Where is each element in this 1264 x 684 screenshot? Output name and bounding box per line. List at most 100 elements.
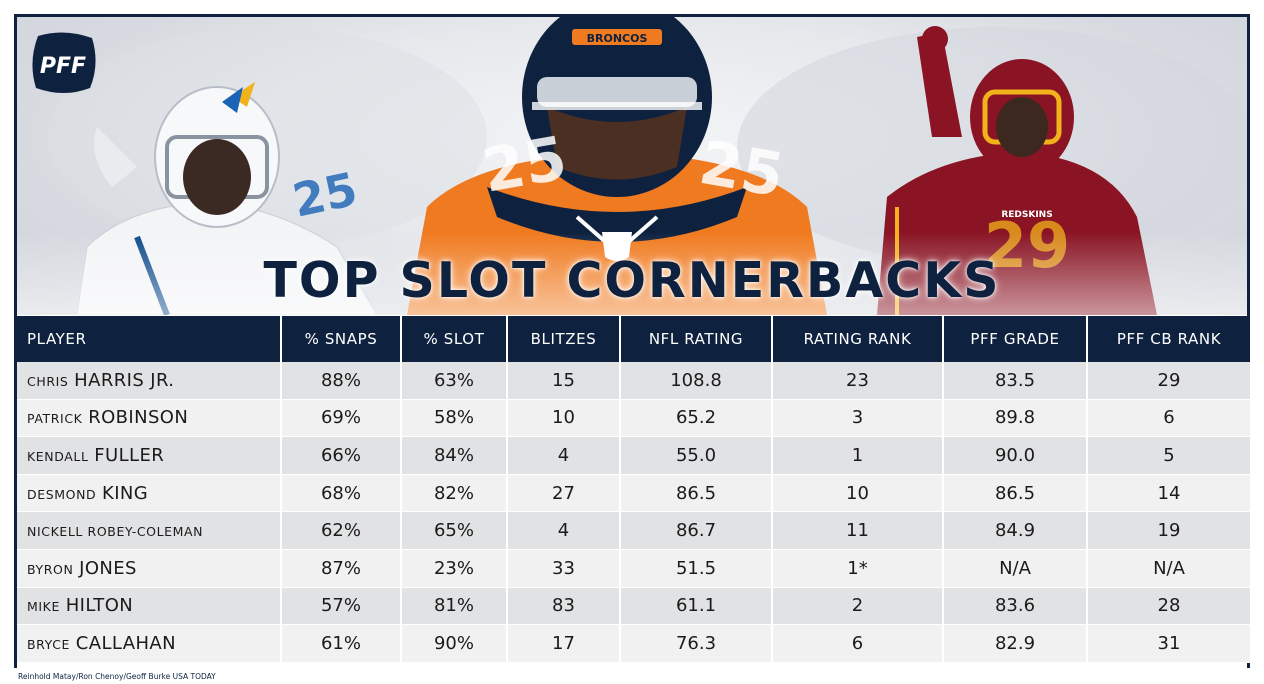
stat-cell-nfl-rating: 86.5 — [621, 474, 773, 513]
stats-table: PLAYER% SNAPS% SLOT BLITZES NFL RATING RATI… — [17, 316, 1250, 663]
stat-cell-cb-rank: N/A — [1088, 549, 1250, 588]
stat-cell-pff-grade: 90.0 — [944, 437, 1088, 475]
stat-cell-rating-rank: 10 — [773, 474, 944, 513]
stat-cell-slot: 23% — [402, 549, 508, 588]
player-center-number-left: 25 — [477, 123, 571, 206]
stat-cell-rating-rank: 6 — [773, 625, 944, 663]
table-row: CHRIS HARRIS JR. 88% 63% 15 108.8 23 83.5 29 — [17, 362, 1250, 400]
stat-cell-pff-grade: 83.6 — [944, 587, 1088, 626]
column-header-pff-grade: PFF GRADE — [944, 316, 1088, 362]
stat-cell-nfl-rating: 61.1 — [621, 587, 773, 626]
player-name-cell: MIKE HILTON — [17, 587, 282, 626]
player-first-name: PATRICK — [27, 411, 83, 427]
stat-cell-rating-rank: 3 — [773, 399, 944, 438]
column-header-rating-rank: RATING RANK — [773, 316, 944, 362]
stat-cell-nfl-rating: 108.8 — [621, 362, 773, 400]
column-header-slot: % SLOT — [402, 316, 508, 362]
hero-illustration: 25 BRONCOS 25 25 29 REDSKI — [17, 17, 1247, 315]
stat-cell-slot: 90% — [402, 625, 508, 663]
table-body: CHRIS HARRIS JR. 88% 63% 15 108.8 23 83.5 29 PAT… — [17, 362, 1250, 663]
stat-cell-pff-grade: N/A — [944, 549, 1088, 588]
stat-cell-snaps: 62% — [282, 512, 402, 550]
stat-cell-snaps: 88% — [282, 362, 402, 400]
stat-cell-pff-grade: 84.9 — [944, 512, 1088, 550]
player-last-name: CALLAHAN — [75, 632, 176, 654]
player-last-name: HILTON — [65, 595, 134, 617]
pff-logo: PFF — [30, 30, 98, 96]
player-first-name: BYRON — [27, 561, 74, 577]
stat-cell-slot: 65% — [402, 512, 508, 550]
stat-cell-blitzes: 83 — [508, 587, 621, 626]
player-name-cell: BRYCE CALLAHAN — [17, 625, 282, 663]
stat-cell-slot: 81% — [402, 587, 508, 626]
stat-cell-rating-rank: 1* — [773, 549, 944, 588]
player-name-cell: NICKELL ROBEY-COLEMAN — [17, 512, 282, 550]
stat-cell-slot: 82% — [402, 474, 508, 513]
table-row: PATRICK ROBINSON 69% 58% 10 65.2 3 89.8 6 — [17, 399, 1250, 438]
stat-cell-slot: 58% — [402, 399, 508, 438]
stat-cell-blitzes: 33 — [508, 549, 621, 588]
stat-cell-slot: 63% — [402, 362, 508, 400]
player-first-name: BRYCE — [27, 636, 71, 652]
stat-cell-nfl-rating: 65.2 — [621, 399, 773, 438]
player-first-name: CHRIS — [27, 373, 69, 389]
stat-cell-nfl-rating: 55.0 — [621, 437, 773, 475]
stat-cell-pff-grade: 86.5 — [944, 474, 1088, 513]
player-name-cell: DESMOND KING — [17, 474, 282, 513]
stat-cell-rating-rank: 23 — [773, 362, 944, 400]
player-name-cell: KENDALL FULLER — [17, 437, 282, 475]
player-last-name: KING — [102, 482, 149, 504]
stat-cell-snaps: 68% — [282, 474, 402, 513]
jersey-text: REDSKINS — [1001, 210, 1052, 220]
stat-cell-snaps: 57% — [282, 587, 402, 626]
stat-cell-pff-grade: 82.9 — [944, 625, 1088, 663]
helmet-text: BRONCOS — [587, 32, 648, 45]
player-first-name: DESMOND — [27, 486, 97, 502]
player-first-name: NICKELL ROBEY-COLEMAN — [27, 524, 204, 540]
stat-cell-pff-grade: 83.5 — [944, 362, 1088, 400]
stat-cell-snaps: 69% — [282, 399, 402, 438]
player-first-name: KENDALL — [27, 448, 89, 464]
player-name-cell: BYRON JONES — [17, 549, 282, 588]
stat-cell-snaps: 87% — [282, 549, 402, 588]
column-header-nfl-rating: NFL RATING — [621, 316, 773, 362]
table-header-row: PLAYER% SNAPS% SLOT BLITZES NFL RATING RATI… — [17, 316, 1250, 362]
column-header-blitzes: BLITZES — [508, 316, 621, 362]
stat-cell-blitzes: 17 — [508, 625, 621, 663]
column-header-cb-rank: PFF CB RANK — [1088, 316, 1250, 362]
stat-cell-blitzes: 15 — [508, 362, 621, 400]
table-row: BRYCE CALLAHAN 61% 90% 17 76.3 6 82.9 31 — [17, 625, 1250, 663]
player-last-name: FULLER — [94, 444, 165, 466]
stat-cell-cb-rank: 31 — [1088, 625, 1250, 663]
player-last-name: ROBINSON — [88, 407, 189, 429]
stat-cell-blitzes: 4 — [508, 437, 621, 475]
player-last-name: HARRIS JR. — [74, 369, 175, 391]
stat-cell-snaps: 61% — [282, 625, 402, 663]
stat-cell-blitzes: 10 — [508, 399, 621, 438]
stat-cell-snaps: 66% — [282, 437, 402, 475]
stat-cell-cb-rank: 5 — [1088, 437, 1250, 475]
stat-cell-cb-rank: 19 — [1088, 512, 1250, 550]
table-row: BYRON JONES 87% 23% 33 51.5 1* N/A N/A — [17, 549, 1250, 588]
hero-banner: 25 BRONCOS 25 25 29 REDSKI — [17, 17, 1247, 315]
stat-cell-cb-rank: 28 — [1088, 587, 1250, 626]
stat-cell-slot: 84% — [402, 437, 508, 475]
table-row: MIKE HILTON 57% 81% 83 61.1 2 83.6 28 — [17, 587, 1250, 626]
pff-logo-shape — [32, 32, 96, 93]
stat-cell-cb-rank: 14 — [1088, 474, 1250, 513]
stat-cell-cb-rank: 29 — [1088, 362, 1250, 400]
stat-cell-nfl-rating: 76.3 — [621, 625, 773, 663]
player-left-number: 25 — [288, 162, 362, 228]
column-header-snaps: % SNAPS — [282, 316, 402, 362]
photo-credit: Reinhold Matay/Ron Chenoy/Geoff Burke US… — [18, 672, 216, 681]
column-header-player: PLAYER — [17, 316, 282, 362]
stat-cell-rating-rank: 11 — [773, 512, 944, 550]
stat-cell-nfl-rating: 86.7 — [621, 512, 773, 550]
stat-cell-nfl-rating: 51.5 — [621, 549, 773, 588]
stat-cell-rating-rank: 1 — [773, 437, 944, 475]
stat-cell-pff-grade: 89.8 — [944, 399, 1088, 438]
stat-cell-rating-rank: 2 — [773, 587, 944, 626]
table-row: KENDALL FULLER 66% 84% 4 55.0 1 90.0 5 — [17, 437, 1250, 475]
stat-cell-cb-rank: 6 — [1088, 399, 1250, 438]
player-name-cell: PATRICK ROBINSON — [17, 399, 282, 438]
